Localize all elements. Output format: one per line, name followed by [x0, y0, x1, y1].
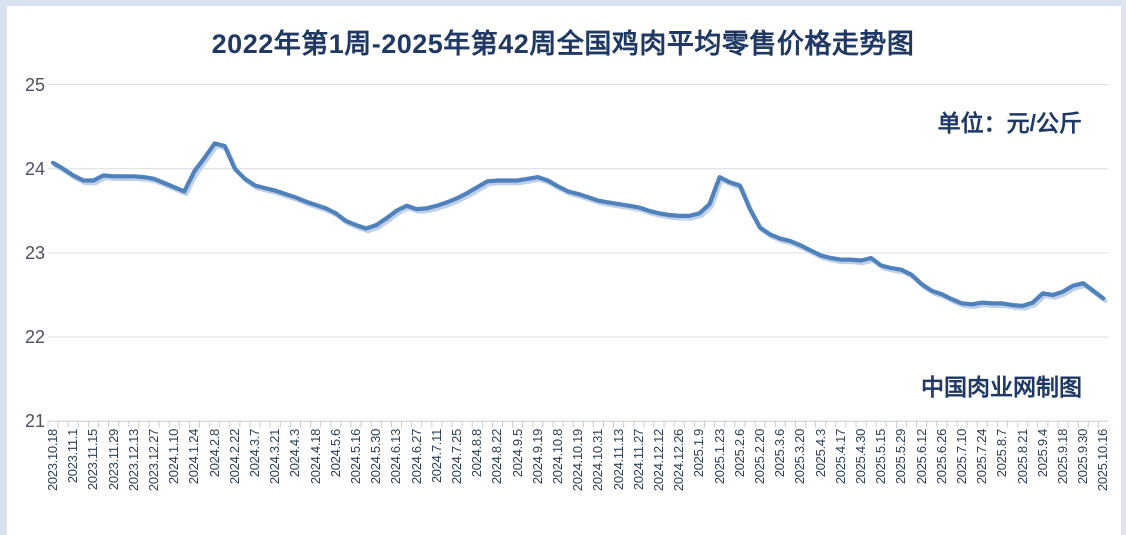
x-axis-tick-label: 2024.9.19 [529, 429, 545, 485]
x-axis-tick-label: 2023.10.18 [45, 429, 60, 492]
price-line [50, 141, 1106, 308]
x-axis-tick-label: 2024.7.11 [428, 429, 444, 484]
x-axis-tick-label: 2024.10.31 [590, 429, 606, 492]
x-axis-tick-label: 2025.1.9 [691, 429, 707, 478]
x-axis-tick-label: 2025.5.29 [893, 429, 909, 485]
unit-annotation: 单位：元/公斤 [937, 110, 1082, 136]
page-right-edge [1121, 0, 1126, 535]
x-axis-tick-label: 2025.4.30 [853, 429, 868, 485]
x-axis-tick-label: 2025.1.23 [711, 429, 727, 485]
x-axis-tick-label: 2025.8.7 [994, 429, 1010, 478]
x-axis-tick-label: 2025.8.21 [1014, 429, 1030, 485]
x-axis-tick-label: 2025.3.20 [792, 429, 808, 485]
x-axis-tick-label: 2025.9.4 [1034, 429, 1050, 478]
x-axis-tick-label: 2025.7.10 [954, 429, 969, 485]
x-axis-tick-label: 2023.11.15 [85, 429, 101, 491]
x-axis-tick-label: 2024.11.27 [630, 429, 646, 491]
x-axis-tick-label: 2025.6.12 [913, 429, 929, 485]
x-axis-tick-label: 2023.11.1 [65, 429, 81, 484]
x-axis-tick-label: 2024.5.16 [348, 429, 363, 485]
y-axis-tick-label: 22 [24, 327, 45, 348]
x-axis-tick-label: 2024.8.22 [489, 429, 505, 485]
x-axis-tick-label: 2025.5.15 [873, 429, 889, 485]
x-axis-tick-label: 2024.5.30 [368, 429, 384, 485]
x-axis-tick-label: 2024.12.12 [651, 429, 666, 492]
x-axis-tick-label: 2024.4.18 [307, 429, 323, 485]
page-top-edge [0, 0, 1126, 6]
x-axis-tick-label: 2024.6.13 [388, 429, 404, 485]
x-axis-tick-label: 2025.9.30 [1075, 429, 1091, 485]
x-axis-tick-label: 2024.2.8 [206, 429, 222, 478]
x-axis-tick-label: 2024.9.5 [509, 429, 525, 478]
y-axis-tick-label: 23 [24, 242, 45, 263]
x-axis-tick-label: 2024.10.8 [550, 429, 565, 485]
x-axis-tick-label: 2024.3.7 [247, 429, 262, 478]
x-axis-tick-label: 2024.12.26 [671, 429, 687, 492]
x-axis-tick-label: 2024.1.10 [166, 429, 182, 485]
x-axis-tick-label: 2025.4.3 [812, 429, 828, 478]
chart-title: 2022年第1周-2025年第42周全国鸡肉平均零售价格走势图 [211, 29, 915, 59]
x-axis-tick-label: 2024.4.3 [287, 429, 303, 478]
y-axis-tick-label: 25 [24, 74, 45, 95]
x-axis-tick-label: 2025.2.6 [731, 429, 747, 478]
x-axis-tick-label: 2025.7.24 [974, 429, 990, 485]
x-axis-tick-label: 2024.2.22 [226, 429, 242, 485]
x-axis-tick-label: 2023.12.27 [146, 429, 161, 492]
x-axis-tick-label: 2025.4.17 [832, 429, 848, 485]
x-axis-tick-label: 2025.10.16 [1095, 429, 1111, 492]
x-axis-tick-label: 2024.3.21 [267, 429, 283, 485]
x-axis-tick-label: 2023.12.13 [125, 429, 141, 492]
y-axis-tick-label: 24 [24, 158, 45, 179]
source-watermark: 中国肉业网制图 [921, 374, 1082, 400]
price-line-shadow [52, 143, 1108, 311]
x-axis-tick-label: 2025.6.26 [933, 429, 949, 485]
x-axis-tick-label: 2024.8.8 [469, 429, 485, 478]
x-axis-tick-label: 2024.10.19 [570, 429, 586, 492]
y-axis-tick-label: 21 [24, 411, 45, 432]
x-axis-tick-label: 2025.2.20 [752, 429, 767, 485]
x-axis-tick-label: 2024.11.13 [610, 429, 626, 491]
x-axis-tick-label: 2024.7.25 [449, 429, 464, 485]
x-axis-tick-label: 2023.11.29 [105, 429, 121, 491]
x-axis-tick-label: 2024.6.27 [408, 429, 424, 485]
x-axis-tick-label: 2024.1.24 [186, 429, 202, 485]
x-axis-tick-label: 2025.9.18 [1055, 429, 1070, 485]
x-axis-tick-label: 2025.3.6 [772, 429, 788, 478]
x-axis-tick-label: 2024.5.6 [327, 429, 343, 478]
page-left-edge [0, 0, 7, 535]
